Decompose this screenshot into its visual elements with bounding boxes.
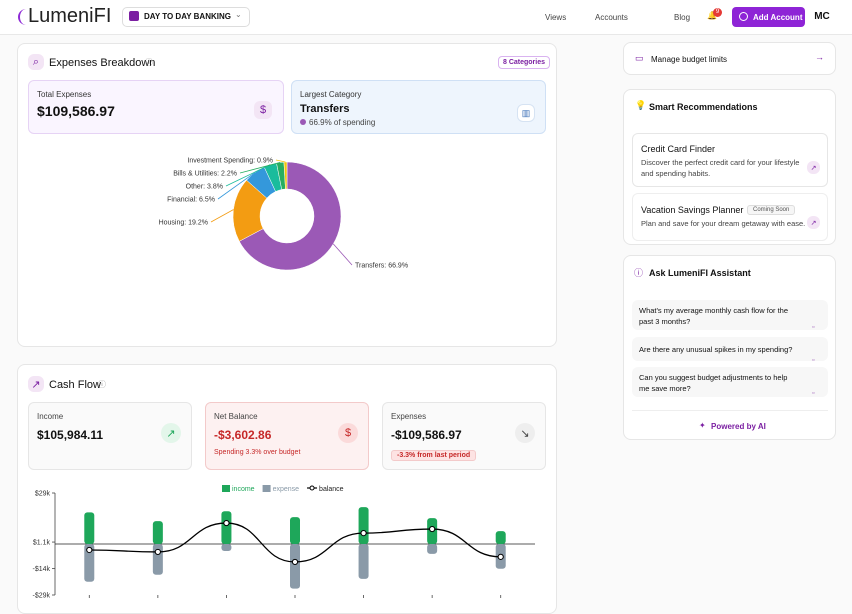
- income-icon: ↗: [161, 423, 181, 443]
- logo[interactable]: LumeniFI: [28, 5, 112, 27]
- recommendation-title: Credit Card Finder: [641, 144, 716, 154]
- arrow: →: [815, 52, 824, 62]
- nav-accounts[interactable]: Accounts: [595, 13, 628, 22]
- question[interactable]: [632, 337, 828, 361]
- recommendation-text: Discover the perfect credit card for you…: [641, 158, 800, 178]
- net-value: -$3,602.86: [214, 428, 272, 442]
- workspace-icon: [129, 11, 139, 21]
- recommendation-title: Vacation Savings Planner: [641, 205, 744, 215]
- expenses-label: Expenses: [391, 412, 427, 421]
- total-label: Total Expenses: [37, 90, 92, 99]
- net-label: Net Balance: [214, 412, 258, 421]
- income-value: $105,984.11: [37, 428, 104, 442]
- avatar[interactable]: MC: [814, 11, 830, 22]
- recommendation-card[interactable]: [632, 193, 828, 241]
- largest-dot: [300, 119, 306, 125]
- notification-badge: 9: [713, 8, 722, 17]
- sparkle: ✦: [699, 421, 706, 430]
- question-text[interactable]: What's my average monthly cash flow for …: [639, 306, 788, 326]
- dollar-icon: $: [254, 101, 272, 119]
- bell[interactable]: 🔔: [707, 11, 717, 20]
- assistant-icon: ⓘ: [634, 268, 644, 278]
- add-account-button[interactable]: [732, 7, 805, 27]
- open-icon[interactable]: ↗: [807, 161, 820, 174]
- total-expenses-panel: [28, 80, 284, 134]
- divider: [632, 410, 828, 411]
- recommendation-card[interactable]: [632, 133, 828, 187]
- budget-link[interactable]: Manage budget limits: [651, 55, 728, 64]
- largest-value: Transfers: [300, 103, 350, 115]
- header: [0, 0, 852, 35]
- question-text[interactable]: Can you suggest budget adjustments to he…: [639, 373, 788, 393]
- open-icon: ↗: [807, 216, 820, 229]
- assistant-title: Ask LumeniFI Assistant: [649, 268, 751, 278]
- powered-by: Powered by AI: [711, 422, 766, 431]
- expenses-icon: ↘: [515, 423, 535, 443]
- coming-soon-badge: Coming Soon: [747, 205, 796, 215]
- bulb-icon: 💡: [635, 100, 647, 110]
- largest-label: Largest Category: [300, 90, 362, 99]
- largest-category-panel: [291, 80, 546, 134]
- largest-share: 66.9% of spending: [309, 118, 376, 127]
- expenses-title: Expenses Breakdown: [49, 57, 156, 69]
- add-account-label: Add Account: [753, 13, 803, 22]
- nav-views[interactable]: Views: [545, 13, 567, 22]
- recommendations-title: Smart Recommendations: [649, 102, 758, 112]
- plus-icon: [739, 12, 748, 21]
- categories-badge: 8 Categories: [498, 56, 551, 69]
- cash-flow-icon: ↗: [28, 376, 44, 392]
- question[interactable]: [632, 367, 828, 397]
- workspace-select[interactable]: [122, 7, 250, 27]
- net-note: Spending 3.3% over budget: [214, 449, 301, 456]
- income-label: Income: [37, 412, 64, 421]
- recommendation-text: Plan and save for your dream getaway wit…: [641, 219, 806, 228]
- question[interactable]: [632, 300, 828, 330]
- info-icon: ⓘ: [145, 58, 153, 67]
- chart-icon: ▥: [517, 104, 535, 122]
- info-icon: ⓘ: [98, 380, 106, 389]
- workspace-label: DAY TO DAY BANKING: [144, 12, 231, 21]
- expenses-value: -$109,586.97: [391, 428, 462, 442]
- total-value: $109,586.97: [37, 103, 115, 119]
- nav-blog[interactable]: Blog: [674, 13, 691, 22]
- budget-icon: ▭: [635, 53, 644, 63]
- logo-mark: [18, 9, 26, 25]
- expenses-icon: ⌕: [28, 54, 44, 70]
- recommendations-card: [623, 89, 836, 245]
- question-text[interactable]: Are there any unusual spikes in my spend…: [639, 345, 793, 354]
- chevron: ⌄: [235, 10, 242, 19]
- budget-card[interactable]: [623, 42, 836, 75]
- expenses-note: -3.3% from last period: [391, 450, 477, 461]
- chat-icons: ▫ ▫ ▫: [812, 324, 815, 397]
- cash-flow-title: Cash Flow: [49, 379, 101, 391]
- net-icon: $: [338, 423, 358, 443]
